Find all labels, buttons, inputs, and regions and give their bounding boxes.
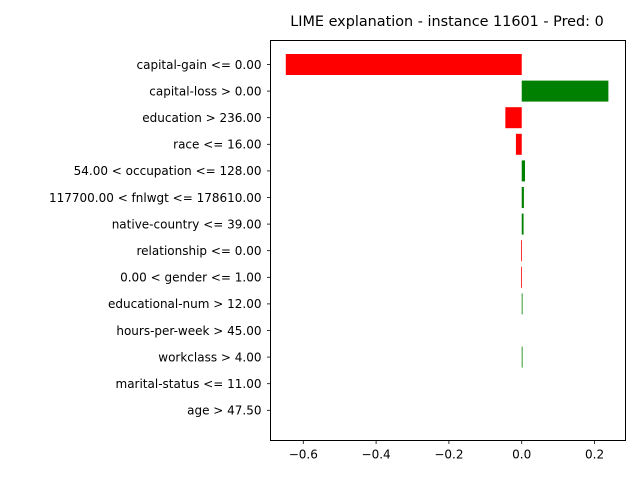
- y-tick-label: native-country <= 39.00: [112, 217, 262, 231]
- bar-6: [521, 213, 524, 235]
- y-tick-label: educational-num > 12.00: [108, 297, 262, 311]
- bar-5: [521, 187, 524, 208]
- y-tick-label: relationship <= 0.00: [137, 244, 262, 258]
- x-tick-label: 0.0: [512, 448, 531, 462]
- bar-0: [285, 54, 522, 75]
- y-tick-label: hours-per-week > 45.00: [116, 324, 261, 338]
- y-tick-label: education > 236.00: [142, 111, 261, 125]
- x-tick-label: −0.2: [434, 448, 463, 462]
- x-tick-label: −0.4: [362, 448, 391, 462]
- y-tick-label: capital-loss > 0.00: [149, 84, 261, 98]
- bar-7: [521, 240, 522, 262]
- y-tick-label: race <= 16.00: [173, 138, 261, 152]
- y-tick-label: 117700.00 < fnlwgt <= 178610.00: [49, 191, 262, 205]
- x-axis: −0.6 −0.4 −0.2 0.0 0.2: [289, 440, 604, 462]
- y-tick-labels: capital-gain <= 0.00 capital-loss > 0.00 e…: [49, 58, 271, 418]
- bar-8: [521, 266, 522, 288]
- bar-3: [515, 133, 522, 155]
- y-tick-label: 0.00 < gender <= 1.00: [120, 271, 261, 285]
- bar-11: [521, 346, 523, 368]
- y-tick-label: capital-gain <= 0.00: [137, 58, 262, 72]
- bar-4: [521, 160, 526, 182]
- y-tick-label: workclass > 4.00: [158, 350, 261, 364]
- bar-9: [521, 293, 523, 315]
- x-tick-label: 0.2: [585, 448, 604, 462]
- y-tick-label: 54.00 < occupation <= 128.00: [74, 164, 262, 178]
- bar-1: [521, 80, 609, 102]
- y-tick-label: marital-status <= 11.00: [116, 377, 262, 391]
- bars-group: [285, 54, 609, 368]
- bar-2: [505, 107, 522, 129]
- plot-frame: [270, 40, 626, 441]
- chart-title: LIME explanation - instance 11601 - Pred…: [290, 14, 604, 30]
- y-tick-label: age > 47.50: [187, 404, 261, 418]
- x-tick-label: −0.6: [289, 448, 318, 462]
